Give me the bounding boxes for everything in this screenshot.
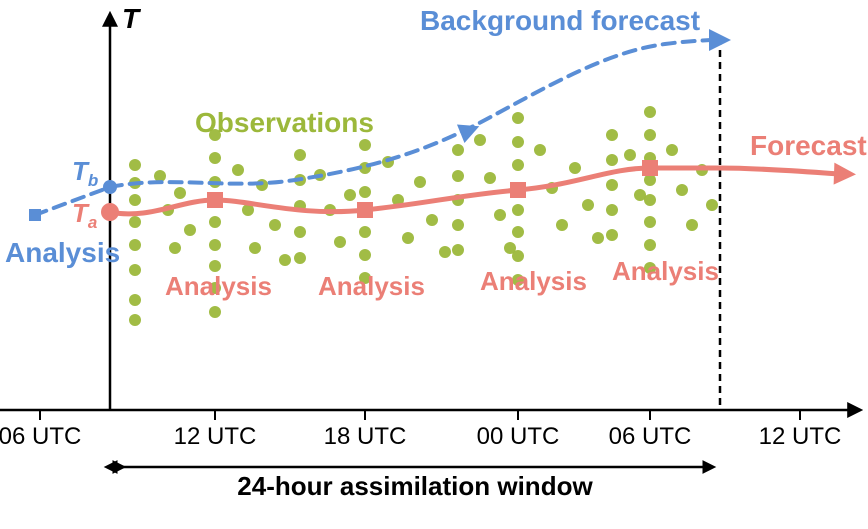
observation-dot [644,194,656,206]
x-tick-label: 18 UTC [324,423,407,450]
background-end-arrow-icon [709,29,731,51]
observation-dot [624,149,636,161]
observation-dot [209,239,221,251]
observation-dot [606,229,618,241]
observation-dot [129,294,141,306]
observation-dot [249,242,261,254]
observation-dot [359,186,371,198]
tb-marker [103,180,117,194]
background-start-marker [29,209,41,221]
observation-dot [569,162,581,174]
observation-dot [184,224,196,236]
assimilation-diagram: T 06 UTC 12 UTC 18 UTC 00 UTC 06 UTC 12 UTC Bac… [0,0,868,529]
observation-dot [606,204,618,216]
diagram-label: Background forecast [420,5,700,36]
analysis-marker [208,193,222,207]
observation-dot [452,244,464,256]
analysis-marker [511,183,525,197]
observation-dot [169,242,181,254]
observation-dot [269,219,281,231]
observation-dot [644,239,656,251]
observation-dot [512,112,524,124]
observation-dot [209,306,221,318]
observation-dot [426,214,438,226]
observation-dot [294,252,306,264]
observation-dot [606,154,618,166]
diagram-label: Analysis [165,271,272,301]
ta-label: Ta [72,198,97,232]
forecast-arrow-icon [834,163,857,186]
observation-dot [402,232,414,244]
observation-dot [676,184,688,196]
diagram-label: Analysis [480,266,587,296]
observation-dot [484,172,496,184]
observation-dot [439,246,451,258]
observation-dot [209,216,221,228]
observation-dot [344,189,356,201]
diagram-label: Analysis [5,237,120,268]
x-tick-label: 00 UTC [477,423,560,450]
ta-marker [102,204,118,220]
analysis-marker [358,203,372,217]
observation-dot [174,187,186,199]
background-curve [35,40,720,215]
observation-dot [452,170,464,182]
x-tick-label: 06 UTC [609,423,692,450]
observation-dot [359,139,371,151]
observation-dot [494,209,506,221]
window-label: 24-hour assimilation window [237,471,593,501]
observation-dot [666,144,678,156]
observation-dot [129,239,141,251]
observation-dot [592,232,604,244]
observation-dot [512,136,524,148]
observation-dot [644,106,656,118]
observation-dot [644,129,656,141]
diagram-label: Observations [195,107,374,138]
observation-dot [129,216,141,228]
observation-dot [209,152,221,164]
observation-dot [129,264,141,276]
observation-dot [534,144,546,156]
observation-dot [279,254,291,266]
axes: T 06 UTC 12 UTC 18 UTC 00 UTC 06 UTC 12 UTC [0,3,856,450]
observation-dot [606,179,618,191]
observation-dot [294,149,306,161]
observation-dot [452,144,464,156]
observation-dot [582,199,594,211]
observation-dot [606,129,618,141]
analysis-curve [110,168,720,214]
observation-dot [452,219,464,231]
observation-dot [706,199,718,211]
observation-dot [512,226,524,238]
observation-dot [556,219,568,231]
observation-dot [644,216,656,228]
observation-dot [129,159,141,171]
tb-label: Tb [72,156,98,190]
x-tick-label: 06 UTC [0,423,81,450]
observation-dot [359,249,371,261]
observation-dot [129,194,141,206]
observation-dot [512,204,524,216]
observation-dot [414,176,426,188]
observation-dot [512,159,524,171]
x-tick-label: 12 UTC [759,423,842,450]
x-tick-label: 12 UTC [174,423,257,450]
observation-dot [334,236,346,248]
observation-dot [129,314,141,326]
forecast-curve [720,168,840,174]
diagram-label: Analysis [318,271,425,301]
observation-dot [294,226,306,238]
observation-dot [512,250,524,262]
observation-dot [474,134,486,146]
observation-dot [232,164,244,176]
observation-dot [359,226,371,238]
observation-dot [686,219,698,231]
y-axis-label: T [122,3,142,34]
diagram-label: Analysis [612,256,719,286]
analysis-marker [643,161,657,175]
diagram-label: Forecast [750,130,867,161]
